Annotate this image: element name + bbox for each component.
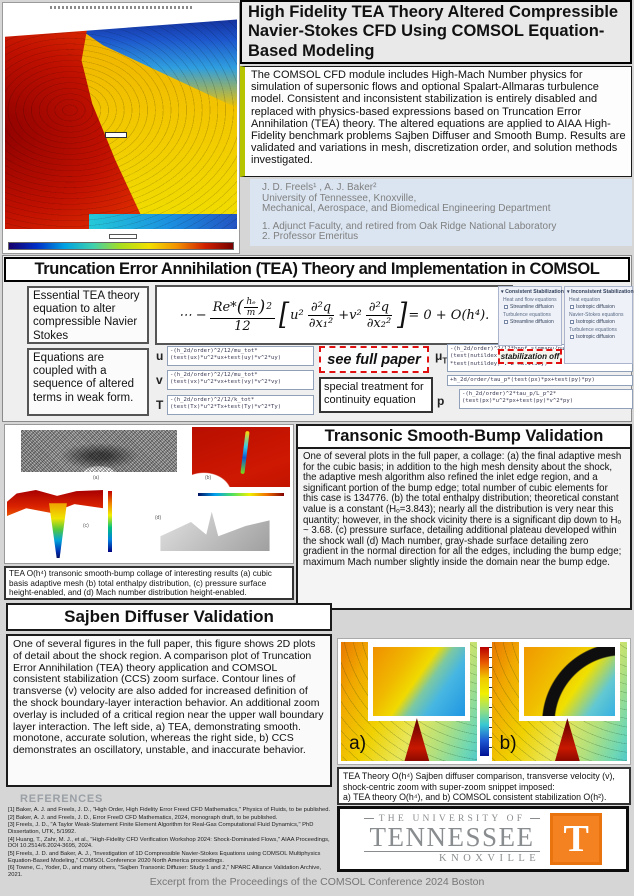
p-weak-form-code-1: +h_2d/order/tau_p*(test(px)*px+test(py)*… [447, 375, 633, 386]
eq-lead: ⋯ − [178, 307, 207, 323]
sajben-caption: TEA Theory O(h⁴) Sajben diffuser compari… [337, 767, 631, 805]
subfigure-label-d: (d) [155, 515, 162, 521]
sajben-shock-b [555, 718, 580, 761]
inconsistent-stabilization-panel: ▾ Inconsistent Stabilization Heat equati… [564, 286, 634, 364]
bump-section-header: Transonic Smooth-Bump Validation [298, 426, 630, 449]
hero-plot-title-text [50, 6, 192, 9]
tea-equation: ⋯ − Re* ( hₑ m ) 2 12 [ u² ∂²q ∂x₁² [155, 285, 513, 345]
reference-item: [3] Freels, J. D., "A Taylor Weak-Statem… [8, 822, 314, 835]
eq-d2-fraction: ∂²q ∂x₂² [365, 299, 393, 331]
ut-logo-text: THE UNIVERSITY OF TENNESSEE KNOXVILLE [363, 814, 541, 864]
bump-collage-figure: (a) (b) (c) (d) [4, 424, 294, 564]
footer-text: Excerpt from the Proceedings of the COMS… [149, 876, 485, 888]
tea-section-header: Truncation Error Annihilation (TEA) Theo… [4, 257, 630, 282]
eq-d1-fraction: ∂²q ∂x₁² [307, 299, 335, 331]
author-note-2: 2. Professor Emeritus [262, 231, 359, 243]
cfd-field [5, 19, 237, 229]
sajben-panel-b: b) [491, 642, 627, 761]
page-title: High Fidelity TEA Theory Altered Compres… [240, 0, 632, 64]
subfigure-label-b: (b) [205, 475, 212, 481]
cfd-cyan-strip [88, 213, 237, 229]
sajben-figure: a) b) [337, 638, 631, 765]
stabilization-off-badge: stabilization off [498, 349, 562, 364]
hero-colorbar-label [109, 234, 138, 239]
checkbox-icon[interactable] [570, 320, 574, 324]
reference-item: [5] Freels, J. D. and Baker, A. J., "Inv… [8, 850, 321, 864]
sajben-body-text: One of several figures in the full paper… [6, 634, 332, 787]
T-weak-form-code: -(h_2d/order)^2/12/k_tot* (test(Tx)*u^2*… [167, 395, 314, 415]
weak-form-note: Equations are coupled with a sequence of… [27, 348, 149, 416]
sajben-colorbar [479, 647, 492, 756]
consistent-stabilization-panel: ▾ Consistent Stabilization Heat and flow… [498, 286, 564, 346]
subfigure-label-a: (a) [93, 475, 100, 481]
enthalpy-colorbar [197, 493, 285, 496]
ut-logo-line1: THE UNIVERSITY OF [364, 814, 540, 824]
p-weak-form-code-2: -(h_2d/order)^2*tau_p/L_p^2* (test(px)*u… [459, 389, 633, 409]
checkbox-icon[interactable] [570, 305, 574, 309]
bump-caption: TEA O(h⁴) transonic smooth-bump collage … [4, 566, 294, 600]
tea-section: Truncation Error Annihilation (TEA) Theo… [2, 255, 634, 422]
sajben-inset-a [368, 642, 470, 721]
ut-logo-line2: TENNESSEE [369, 821, 535, 852]
mach-gray-surface [160, 511, 270, 552]
checkbox-icon[interactable] [570, 335, 574, 339]
sajben-section-header: Sajben Diffuser Validation [6, 603, 332, 631]
reference-item: [4] Huang, T., Zahr, M. J., et al., "Hig… [8, 836, 330, 850]
enthalpy-dip-curve [240, 430, 250, 474]
p-row-label: p [437, 394, 445, 408]
mu-row-label: μT [435, 349, 448, 366]
hero-colorbar [8, 242, 234, 250]
mach-subfigure [153, 499, 277, 557]
hero-plot-canvas [5, 13, 237, 229]
u-weak-form-code: -(h_2d/order)^2/12/mu_tot* (test(ux)*u^2… [167, 346, 314, 366]
ut-power-t-icon: T [550, 813, 603, 865]
author-affiliation-1: University of Tennessee, Knoxville, [262, 192, 417, 204]
panel-label-a: a) [349, 733, 367, 755]
author-affiliation-2: Mechanical, Aerospace, and Biomedical En… [262, 203, 551, 215]
references-title: REFERENCES [20, 793, 104, 805]
reference-item: [2] Baker, A. J. and Freels, J. D., Erro… [8, 814, 278, 821]
references-list: [1] Baker, A. J. and Freels, J. D., "Hig… [8, 807, 332, 879]
sajben-inset-b [518, 642, 621, 721]
pressure-subfigure [7, 487, 119, 561]
authors-block: J. D. Freels¹ , A. J. Baker² University … [250, 179, 632, 246]
checkbox-icon[interactable] [504, 320, 508, 324]
sajben-panel-a: a) [341, 642, 477, 761]
T-row-label: T [156, 398, 164, 412]
chevron-down-icon: ▾ [501, 289, 504, 295]
pressure-funnel [49, 503, 67, 559]
sajben-shock-a [404, 718, 430, 761]
cfd-max-label [104, 131, 127, 138]
author-names: J. D. Freels¹ , A. J. Baker² [262, 182, 377, 193]
pressure-colorbar [108, 491, 113, 553]
v-row-label: v [156, 373, 163, 387]
ut-logo: THE UNIVERSITY OF TENNESSEE KNOXVILLE T [337, 806, 629, 872]
reference-item: [1] Baker, A. J. and Freels, J. D., "Hig… [8, 807, 331, 813]
author-note-1: 1. Adjunct Faculty, and retired from Oak… [262, 220, 557, 232]
see-full-paper-badge: see full paper [319, 346, 429, 373]
checkbox-icon[interactable] [504, 305, 508, 309]
subfigure-label-c: (c) [83, 523, 89, 529]
bump-section: Transonic Smooth-Bump Validation One of … [296, 424, 632, 610]
ut-logo-line3: KNOXVILLE [363, 851, 541, 864]
mesh-subfigure [21, 430, 177, 472]
abstract-text: The COMSOL CFD module includes High-Mach… [240, 66, 632, 177]
essential-tea-note: Essential TEA theory equation to alter c… [27, 286, 149, 344]
bump-body-text: One of several plots in the full paper, … [303, 451, 622, 568]
eq-main-fraction: Re* ( hₑ m ) 2 12 [209, 297, 275, 334]
enthalpy-subfigure [192, 427, 290, 496]
references-block: REFERENCES [1] Baker, A. J. and Freels, … [8, 793, 332, 880]
panel-label-b: b) [499, 733, 517, 755]
chevron-down-icon: ▾ [567, 289, 570, 295]
v-weak-form-code: -(h_2d/order)^2/12/mu_tot* (test(vx)*u^2… [167, 370, 314, 390]
sajben-section: Sajben Diffuser Validation One of severa… [6, 603, 332, 787]
continuity-note: special treatment for continuity equatio… [319, 377, 433, 413]
eq-rhs: = 0 + O(h⁴). [408, 307, 490, 323]
u-row-label: u [156, 349, 164, 363]
hero-cfd-plot [2, 2, 240, 254]
reference-item: [6] Towne, C., Yoder, D., and many other… [8, 865, 322, 878]
